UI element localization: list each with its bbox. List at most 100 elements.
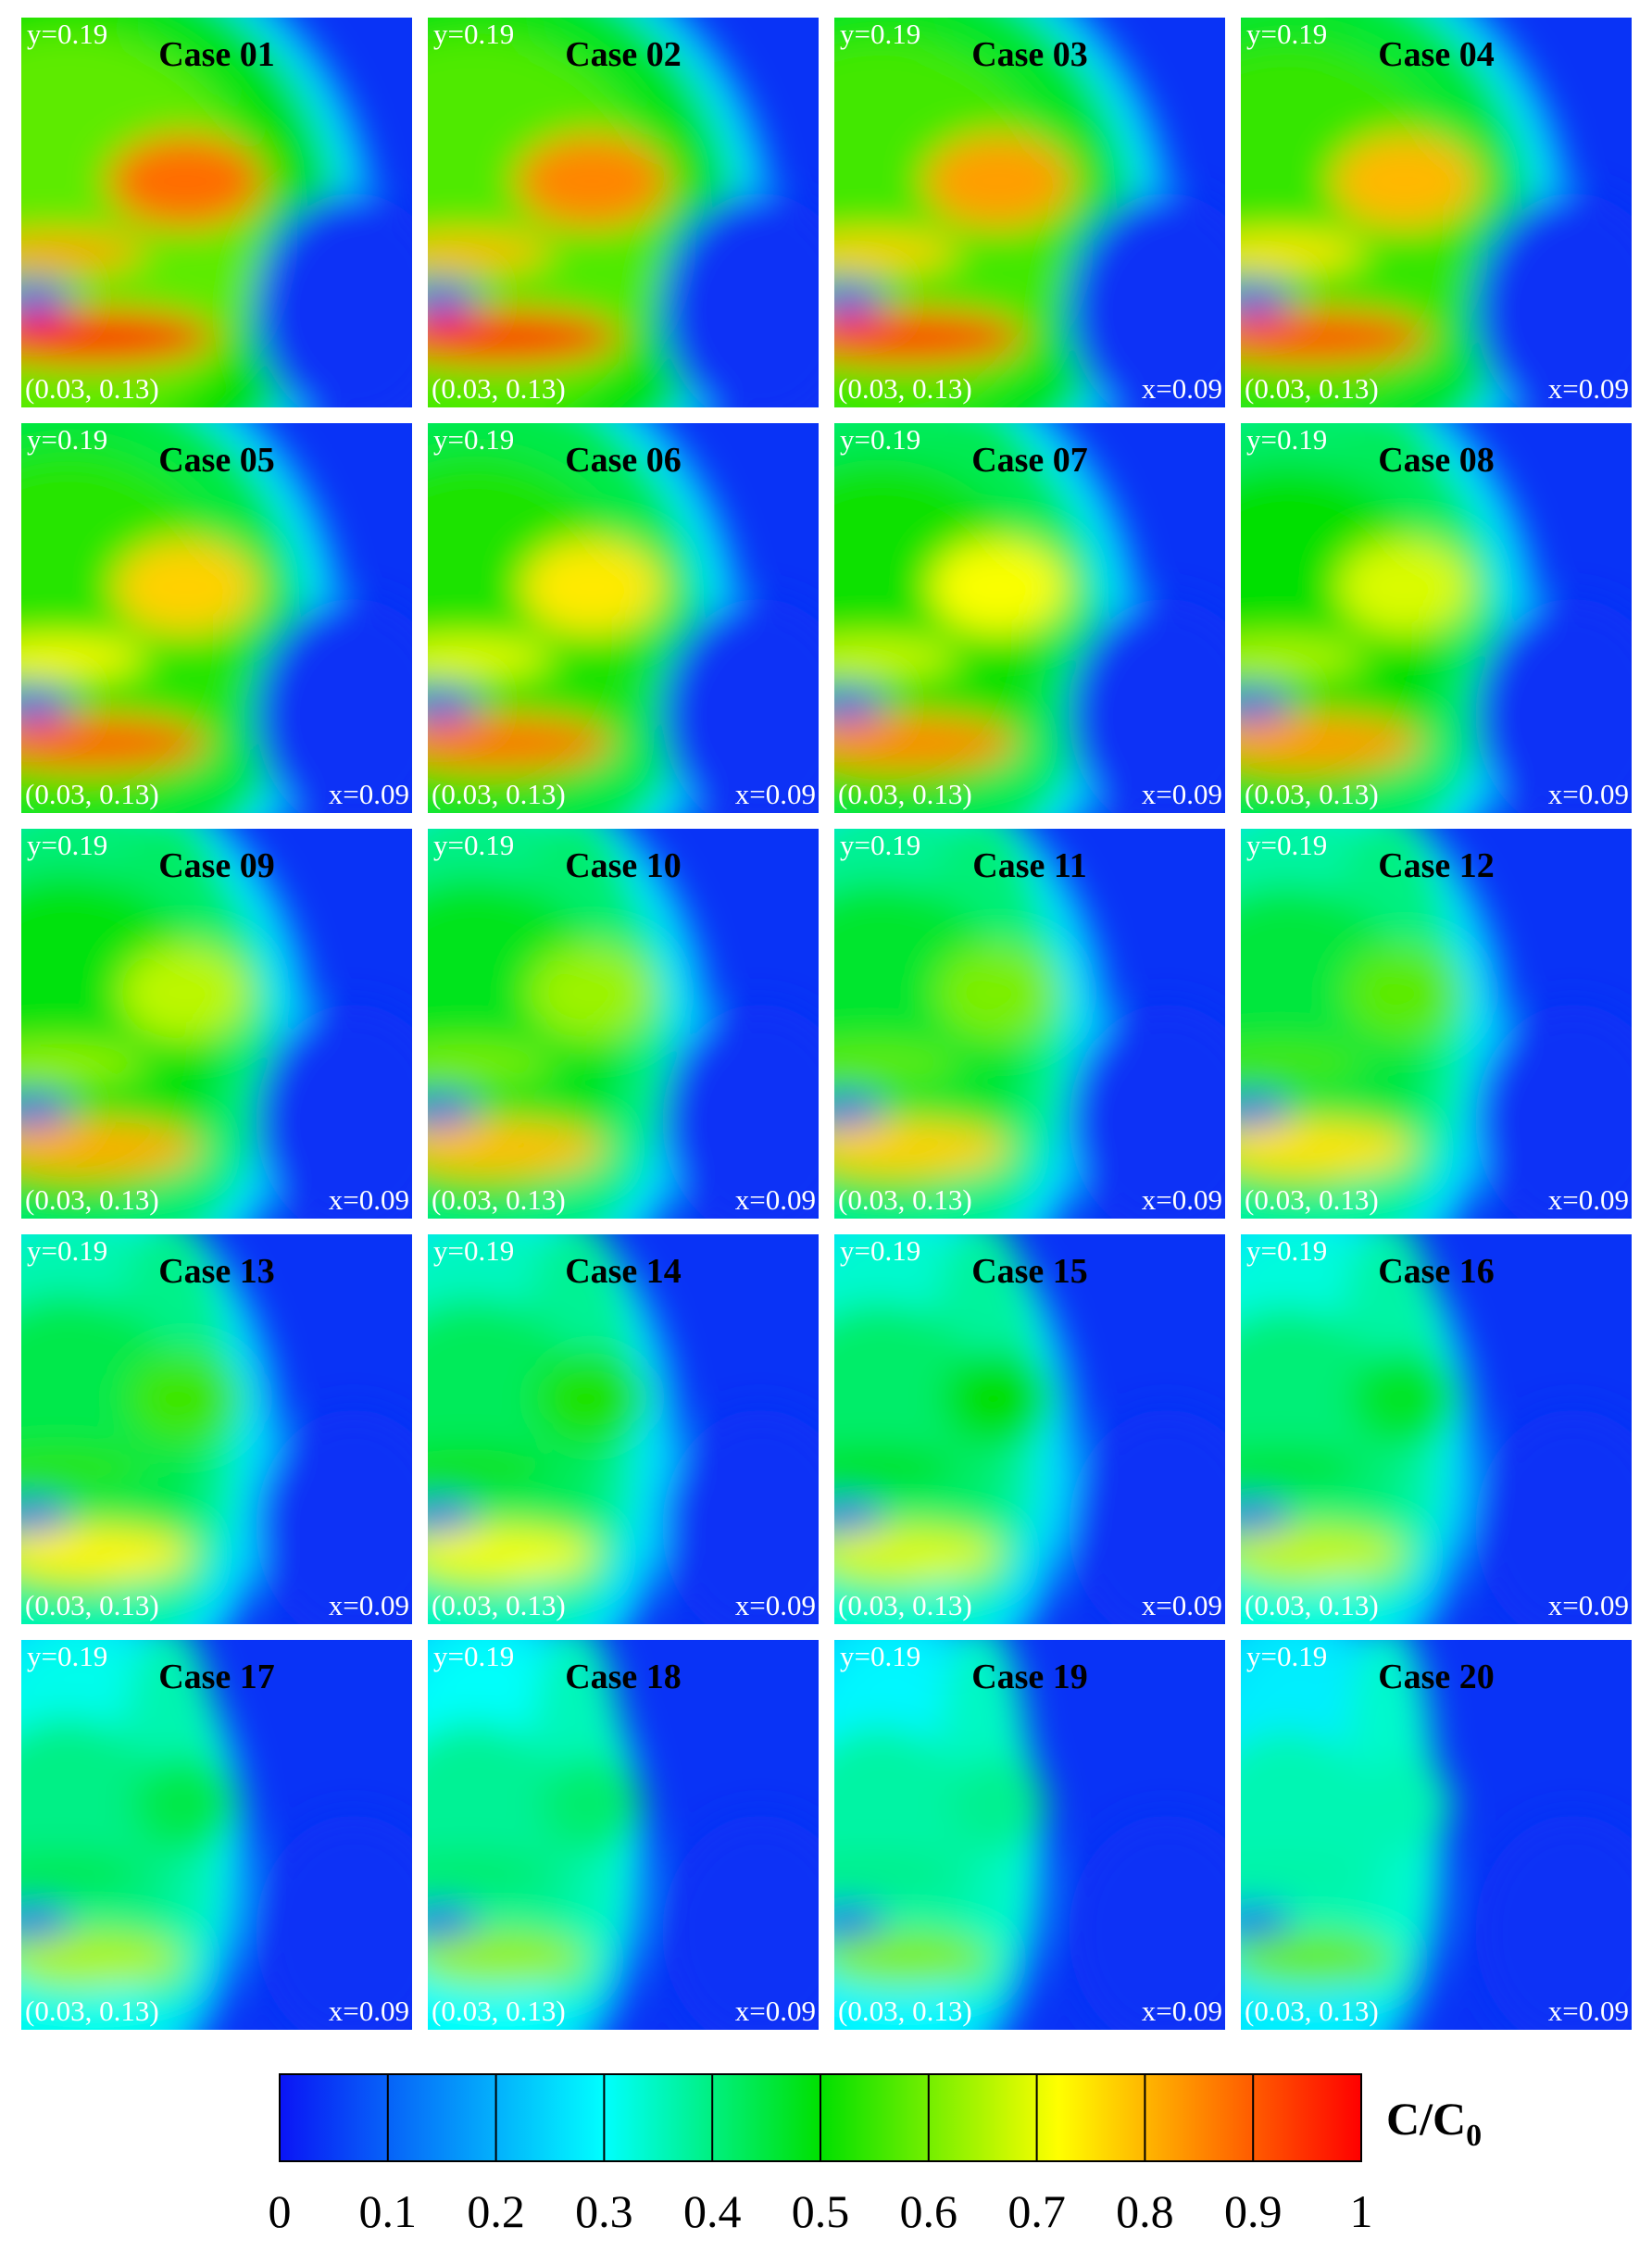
field-blob: [21, 282, 72, 314]
field-blob: [930, 540, 1067, 634]
field-blob: [428, 1854, 554, 1894]
field-blob: [834, 715, 1018, 770]
panel-title: Case 02: [565, 35, 682, 74]
field: [21, 1640, 412, 2030]
colorbar-tick-label: 0.4: [683, 2185, 742, 2237]
field-blob: [256, 1815, 412, 2030]
corner-label: (0.03, 0.13): [838, 778, 972, 810]
field-blob: [1069, 1815, 1225, 2030]
field-blob: [834, 1905, 885, 1936]
field-blob: [428, 1120, 605, 1176]
field-blob: [1241, 1043, 1367, 1082]
field: [428, 829, 819, 1219]
y-label: y=0.19: [840, 18, 920, 50]
colorbar-tick-label: 0: [269, 2185, 292, 2237]
y-label: y=0.19: [1246, 18, 1327, 50]
panel: y=0.19 Case 07 (0.03, 0.13) x=0.09: [834, 423, 1225, 813]
y-label: y=0.19: [840, 1234, 920, 1267]
x-label: x=0.09: [329, 1589, 409, 1621]
y-label: y=0.19: [1246, 423, 1327, 456]
field: [1241, 1234, 1632, 1624]
y-label: y=0.19: [840, 423, 920, 456]
field-blob: [834, 1499, 885, 1531]
field-blob: [21, 715, 209, 770]
field: [1241, 1640, 1632, 2030]
field-blob: [1241, 688, 1292, 719]
colorbar-tick-label: 1: [1350, 2185, 1373, 2237]
field-blob: [21, 1932, 184, 1987]
panel-title: Case 18: [565, 1658, 682, 1696]
field-blob: [521, 540, 662, 634]
field-blob: [21, 309, 217, 365]
field-blob: [256, 1004, 412, 1219]
field-blobs: [834, 1640, 1225, 2030]
panel-title: Case 14: [565, 1252, 682, 1291]
y-label: y=0.19: [433, 1640, 514, 1672]
x-label: x=0.09: [1548, 1183, 1629, 1216]
field: [428, 423, 819, 813]
field-blob: [662, 598, 819, 813]
field-blob: [1475, 1409, 1632, 1624]
panel: y=0.19 Case 18 (0.03, 0.13) x=0.09: [428, 1640, 819, 2030]
field-blob: [1069, 598, 1225, 813]
panel: y=0.19 Case 04 (0.03, 0.13) x=0.09: [1241, 18, 1632, 407]
field-blobs: [1241, 829, 1632, 1219]
field-blobs: [21, 1640, 412, 2030]
corner-label: (0.03, 0.13): [25, 778, 159, 810]
field-blob: [1332, 134, 1479, 229]
corner-label: (0.03, 0.13): [25, 1589, 159, 1621]
field: [1241, 829, 1632, 1219]
colorbar-label-main: C/C: [1386, 2093, 1466, 2145]
field: [834, 18, 1225, 407]
field-blobs: [428, 1234, 819, 1624]
field-blob: [834, 1094, 885, 1125]
field: [834, 1234, 1225, 1624]
field-blobs: [834, 829, 1225, 1219]
field-blob: [834, 1120, 1009, 1176]
x-label: x=0.09: [329, 1183, 409, 1216]
panel-title: Case 03: [971, 35, 1088, 74]
colorbar-tick-label: 0.2: [467, 2185, 525, 2237]
field-blob: [428, 1499, 479, 1531]
field-blob: [662, 1004, 819, 1219]
x-label: x=0.09: [1548, 778, 1629, 810]
field-blob: [834, 688, 885, 719]
panel-title: Case 19: [971, 1658, 1088, 1696]
field-blob: [113, 540, 257, 634]
y-label: y=0.19: [840, 1640, 920, 1672]
panel: y=0.19 Case 13 (0.03, 0.13) x=0.09: [21, 1234, 412, 1624]
x-label: x=0.09: [329, 778, 409, 810]
field: [428, 1640, 819, 2030]
panel: y=0.19 Case 01 (0.03, 0.13): [21, 18, 412, 407]
field-blob: [428, 1094, 479, 1125]
corner-label: (0.03, 0.13): [1245, 1183, 1379, 1216]
colorbar-tick-label: 0.8: [1116, 2185, 1174, 2237]
field: [1241, 423, 1632, 813]
x-label: x=0.09: [1142, 1589, 1222, 1621]
field-blob: [428, 1043, 554, 1082]
x-label: x=0.09: [735, 1995, 816, 2027]
panel: y=0.19 Case 16 (0.03, 0.13) x=0.09: [1241, 1234, 1632, 1624]
field-blob: [542, 1757, 643, 1851]
colorbar-tick-label: 0.9: [1224, 2185, 1283, 2237]
corner-label: (0.03, 0.13): [25, 1183, 159, 1216]
corner-label: (0.03, 0.13): [432, 778, 566, 810]
field-blobs: [1241, 1234, 1632, 1624]
field-blob: [21, 231, 147, 271]
y-label: y=0.19: [433, 18, 514, 50]
field-blob: [21, 1854, 147, 1894]
field-blobs: [428, 1640, 819, 2030]
x-label: x=0.09: [1142, 1183, 1222, 1216]
field-blob: [21, 1120, 201, 1176]
field-blob: [1241, 1905, 1292, 1936]
corner-label: (0.03, 0.13): [432, 1995, 566, 2027]
panel: y=0.19 Case 11 (0.03, 0.13) x=0.09: [834, 829, 1225, 1219]
y-label: y=0.19: [1246, 1234, 1327, 1267]
field-blob: [1241, 1932, 1397, 1987]
x-label: x=0.09: [735, 778, 816, 810]
field-blob: [428, 637, 554, 677]
panel-title: Case 06: [565, 441, 682, 480]
field-blobs: [834, 18, 1225, 407]
field: [1241, 18, 1632, 407]
